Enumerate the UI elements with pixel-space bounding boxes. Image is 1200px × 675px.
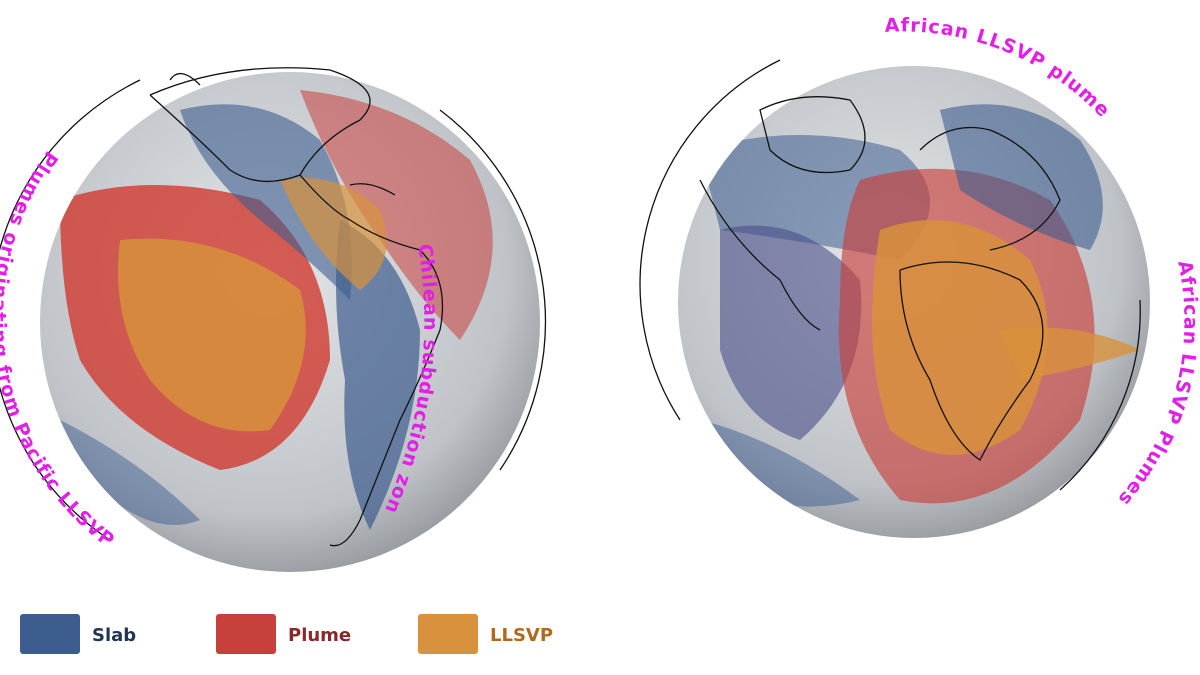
coastlines xyxy=(639,59,1141,491)
legend-label: LLSVP xyxy=(490,625,553,646)
left-globe xyxy=(0,67,547,572)
right-globe xyxy=(639,59,1150,538)
legend-label: Slab xyxy=(92,625,136,646)
mantle-structures xyxy=(60,90,493,530)
legend-swatch xyxy=(216,614,276,654)
legend-label: Plume xyxy=(288,625,351,646)
legend: Slab Plume LLSVP xyxy=(20,614,553,654)
legend-swatch xyxy=(418,614,478,654)
coastlines xyxy=(0,67,547,547)
legend-swatch xyxy=(20,614,80,654)
mantle-structures xyxy=(700,104,1140,507)
